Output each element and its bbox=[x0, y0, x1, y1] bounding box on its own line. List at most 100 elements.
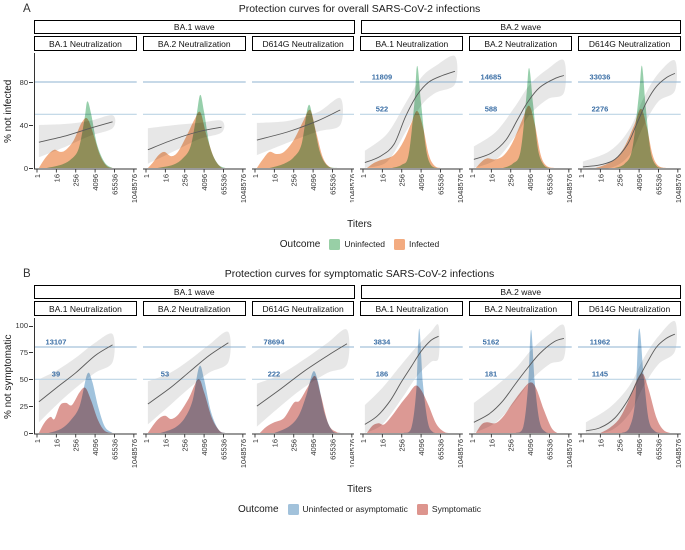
panel-a-y-axis: 0 40 80 bbox=[14, 53, 34, 218]
uninfected-density bbox=[515, 329, 552, 434]
x-tick-label: 256 bbox=[507, 174, 516, 187]
facet-strip-d614g-neutralization: D614G Neutralization bbox=[578, 301, 681, 316]
panel-a-plots: 1 16 256 4096 65536 1048576 1 16 256 4096 65536 104… bbox=[34, 53, 681, 218]
facet-plot: 11962 1145 1 16 256 4096 65536 1048576 bbox=[578, 320, 681, 468]
titer-80pct-annotation: 5162 bbox=[483, 337, 500, 346]
panel-b-y-axis-label: % not symptomatic bbox=[3, 334, 14, 419]
titer-50pct-annotation: 39 bbox=[52, 370, 60, 379]
protection-curve bbox=[585, 333, 676, 432]
panel-a-x-axis-label: Titers bbox=[347, 219, 372, 230]
facet-plot: 1 16 256 4096 65536 1048576 bbox=[251, 81, 355, 203]
uninfected-or-asymptomatic-swatch-icon bbox=[287, 503, 299, 515]
protection-curve bbox=[256, 109, 341, 141]
uninfected-density bbox=[404, 328, 440, 434]
x-tick-label: 1 bbox=[360, 439, 368, 443]
x-tick-label: 256 bbox=[72, 439, 81, 452]
x-tick-label: 1 bbox=[34, 439, 42, 443]
facet-b-2: 53 1 16 256 4096 65536 1048576 bbox=[142, 318, 246, 483]
legend-label: Infected bbox=[408, 239, 440, 249]
y-tick-mark bbox=[29, 82, 33, 83]
y-tick-mark bbox=[29, 352, 33, 354]
facet-b-3: 78694 222 1 16 256 4096 65536 1048576 bbox=[251, 318, 355, 483]
facet-strip-ba-1-neutralization: BA.1 Neutralization bbox=[34, 301, 137, 316]
facet-strip-d614g-neutralization: D614G Neutralization bbox=[578, 36, 681, 51]
facet-strip-ba-2-neutralization: BA.2 Neutralization bbox=[142, 301, 246, 316]
x-tick-label: 16 bbox=[52, 174, 61, 182]
panel-a-y-axis-label: % not infected bbox=[3, 79, 14, 144]
infected-density bbox=[476, 105, 555, 168]
x-tick-label: 16 bbox=[488, 174, 497, 182]
x-tick-label: 4096 bbox=[635, 439, 644, 456]
x-tick-label: 1 bbox=[469, 174, 477, 178]
x-tick-label: 16 bbox=[161, 439, 170, 447]
x-tick-label: 4096 bbox=[309, 174, 318, 191]
x-tick-label: 1048576 bbox=[674, 174, 681, 203]
x-tick-label: 65536 bbox=[546, 174, 555, 195]
x-tick-label: 1048576 bbox=[130, 439, 137, 468]
x-tick-label: 1048576 bbox=[674, 439, 681, 468]
wave-strip-ba-1-wave: BA.1 wave bbox=[34, 20, 355, 34]
x-tick-label: 1048576 bbox=[565, 174, 572, 203]
x-tick-label: 16 bbox=[270, 174, 279, 182]
wave-strip-ba-1-wave: BA.1 wave bbox=[34, 285, 355, 299]
titer-80pct-annotation: 11809 bbox=[372, 72, 392, 81]
x-tick-label: 1048576 bbox=[130, 174, 137, 203]
x-tick-label: 16 bbox=[270, 439, 279, 447]
y-tick-mark bbox=[29, 325, 33, 327]
facet-strip-d614g-neutralization: D614G Neutralization bbox=[251, 301, 355, 316]
titer-80pct-annotation: 33036 bbox=[590, 72, 611, 81]
panel-a-plot-grid: % not infected 0 40 80 1 16 256 4096 65536 1048… bbox=[0, 53, 681, 218]
legend-item-infected: Infected bbox=[393, 238, 440, 250]
x-tick-label: 1048576 bbox=[456, 174, 463, 203]
facet-plot: 78694 222 1 16 256 4096 65536 1048576 bbox=[251, 329, 355, 468]
x-tick-label: 256 bbox=[616, 439, 625, 452]
protection-curve bbox=[38, 121, 113, 143]
x-tick-label: 4096 bbox=[418, 174, 427, 191]
legend-label: Uninfected bbox=[344, 239, 385, 249]
y-tick-label: 40 bbox=[19, 120, 28, 130]
panel-a-header: A Protection curves for overall SARS-CoV… bbox=[0, 3, 685, 18]
panel-b-legend: Outcome Uninfected or asymptomatic Sympt… bbox=[34, 498, 685, 520]
facet-plot: 11809 522 1 16 256 4096 65536 1048576 bbox=[360, 55, 464, 203]
panel-a-wave-strip-row: BA.1 wave BA.2 wave bbox=[34, 20, 681, 34]
facet-a-6: 33036 2276 1 16 256 4096 65536 1048576 bbox=[578, 53, 681, 218]
protection-curve bbox=[582, 72, 676, 168]
x-tick-label: 1 bbox=[143, 439, 151, 443]
facet-b-5: 5162 181 1 16 256 4096 65536 1048576 bbox=[469, 318, 573, 483]
infected-density bbox=[600, 373, 671, 433]
legend-item-uninfected: Uninfected bbox=[329, 238, 385, 250]
infected-density bbox=[476, 382, 558, 433]
titer-50pct-annotation: 222 bbox=[267, 370, 279, 379]
titer-50pct-annotation: 53 bbox=[161, 370, 169, 379]
x-tick-label: 65536 bbox=[328, 174, 337, 195]
x-tick-label: 65536 bbox=[546, 439, 555, 460]
infected-density bbox=[367, 110, 441, 168]
facet-strip-ba-2-neutralization: BA.2 Neutralization bbox=[469, 301, 573, 316]
facet-b-6: 11962 1145 1 16 256 4096 65536 1048576 bbox=[578, 318, 681, 483]
x-tick-label: 65536 bbox=[110, 174, 119, 195]
y-tick-label: 50 bbox=[19, 374, 28, 384]
x-tick-label: 4096 bbox=[635, 174, 644, 191]
confidence-band bbox=[365, 55, 458, 168]
x-tick-label: 65536 bbox=[110, 439, 119, 460]
panel-b-tag: B bbox=[23, 268, 31, 280]
protection-curve bbox=[365, 70, 456, 164]
x-tick-label: 1 bbox=[578, 174, 586, 178]
y-tick-mark bbox=[29, 406, 33, 408]
y-tick-label: 0 bbox=[23, 163, 28, 173]
x-tick-label: 65536 bbox=[655, 439, 664, 460]
facet-plot: 1 16 256 4096 65536 1048576 bbox=[34, 53, 137, 203]
infected-density bbox=[38, 387, 113, 433]
y-tick-label: 80 bbox=[19, 77, 28, 87]
infected-density bbox=[259, 375, 342, 433]
titer-80pct-annotation: 13107 bbox=[46, 337, 67, 346]
confidence-band bbox=[256, 329, 350, 427]
legend-title: Outcome bbox=[237, 503, 279, 515]
titer-80pct-annotation: 14685 bbox=[481, 72, 502, 81]
x-tick-label: 1048576 bbox=[239, 439, 246, 468]
confidence-band bbox=[586, 320, 678, 434]
infected-swatch-icon bbox=[393, 238, 405, 250]
facet-strip-ba-1-neutralization: BA.1 Neutralization bbox=[360, 301, 464, 316]
x-tick-label: 4096 bbox=[200, 174, 209, 191]
confidence-band bbox=[583, 59, 678, 169]
